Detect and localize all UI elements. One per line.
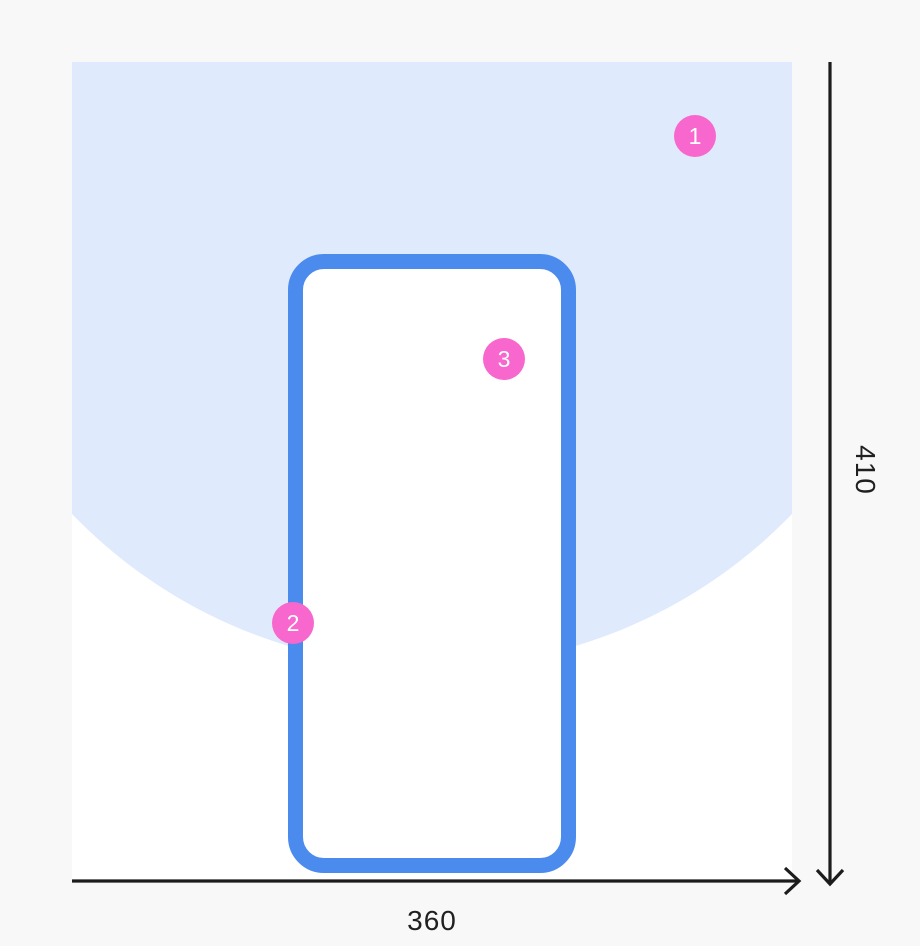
- viewport-canvas: 1 2 3: [72, 62, 792, 881]
- height-dimension-label: 410: [850, 445, 881, 495]
- hotspot-marker-1[interactable]: 1: [674, 115, 716, 157]
- phone-frame: [288, 254, 576, 873]
- hotspot-marker-2[interactable]: 2: [272, 602, 314, 644]
- marker-1-label: 1: [688, 122, 702, 149]
- marker-2-label: 2: [286, 609, 300, 636]
- width-dimension-label: 360: [407, 905, 457, 936]
- marker-3-label: 3: [497, 345, 511, 372]
- hotspot-marker-3[interactable]: 3: [483, 338, 525, 380]
